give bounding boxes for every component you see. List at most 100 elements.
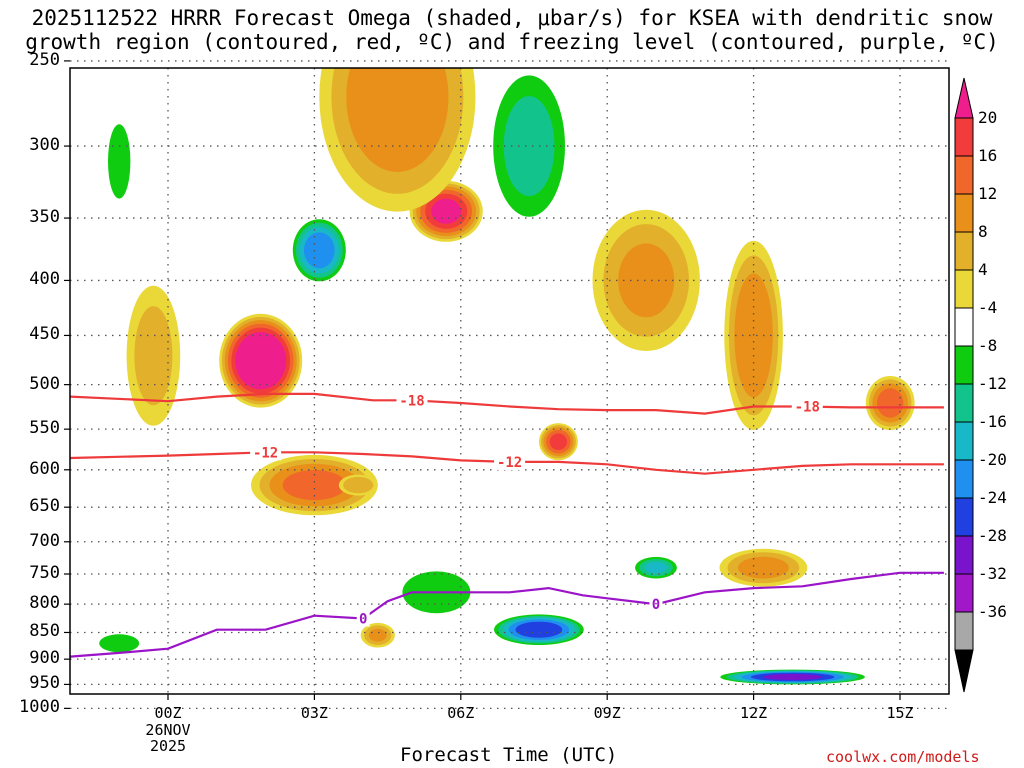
credit-link[interactable]: coolwx.com/models (826, 748, 980, 766)
colorbar-swatch-13 (954, 573, 974, 613)
ytick-label-500: 500 (29, 373, 60, 394)
omega-contour-level (235, 332, 287, 390)
omega-contour-level (99, 634, 140, 653)
series-line-0 (70, 392, 944, 415)
line-label-bg-0 (396, 392, 428, 409)
omega-feature-15 (592, 209, 700, 351)
omega-feature-5 (292, 219, 346, 282)
xtick-label-00Z: 00Z (154, 704, 182, 722)
omega-feature-9 (538, 423, 578, 461)
omega-contour-level (343, 476, 374, 494)
ytick-label-550: 550 (29, 418, 60, 439)
line-label-0: -18 (399, 393, 424, 409)
colorbar-swatch-7 (954, 345, 974, 385)
line-label-bg-5 (649, 596, 663, 613)
omega-contour-level (503, 96, 555, 197)
omega-feature-10 (494, 614, 584, 645)
line-label-4: 0 (359, 612, 367, 628)
colorbar-arrow-bottom (954, 649, 974, 693)
colorbar-label-12: -32 (978, 564, 1007, 583)
omega-feature-3 (251, 454, 378, 516)
omega-contour-level (346, 68, 449, 172)
colorbar-swatch-8 (954, 383, 974, 423)
omega-contour-level (645, 562, 667, 574)
colorbar-swatch-14 (954, 611, 974, 651)
omega-contour-level (134, 306, 173, 406)
colorbar-label-7: -12 (978, 374, 1007, 393)
colorbar-swatch-6 (954, 307, 974, 347)
xtick-label-15Z: 15Z (886, 704, 914, 722)
xtick-label-09Z: 09Z (593, 704, 621, 722)
series-line-1 (70, 451, 944, 475)
colorbar-swatch-1 (954, 117, 974, 157)
omega-contour-level (282, 470, 347, 501)
colorbar-swatch-10 (954, 459, 974, 499)
omega-feature-4 (338, 474, 378, 496)
ytick-label-950: 950 (29, 673, 60, 694)
chart-title-line1: 2025112522 HRRR Forecast Omega (shaded, … (31, 6, 993, 30)
ytick-label-600: 600 (29, 458, 60, 479)
colorbar-swatch-9 (954, 421, 974, 461)
ytick-label-300: 300 (29, 135, 60, 156)
date-label-day: 26NOV (145, 721, 191, 739)
colorbar-label-13: -36 (978, 602, 1007, 621)
colorbar-label-8: -16 (978, 412, 1007, 431)
ytick-label-700: 700 (29, 530, 60, 551)
colorbar-label-5: -4 (978, 298, 998, 317)
ytick-label-900: 900 (29, 648, 60, 669)
ytick-label-1000: 1000 (19, 697, 60, 718)
date-label: 26NOV 2025 (136, 722, 200, 754)
colorbar-label-3: 8 (978, 222, 988, 241)
colorbar-label-11: -28 (978, 526, 1007, 545)
omega-feature-7 (319, 68, 476, 212)
chart-title-line2: growth region (contoured, red, ºC) and f… (25, 30, 999, 54)
omega-contour-level (738, 556, 789, 579)
colorbar-swatch-2 (954, 155, 974, 195)
line-label-1: -18 (795, 400, 820, 416)
omega-feature-2 (219, 313, 303, 408)
colorbar-swatch-3 (954, 193, 974, 233)
omega-feature-13 (635, 556, 677, 579)
ytick-label-650: 650 (29, 496, 60, 517)
omega-contour-level (108, 124, 131, 199)
omega-contour-level (618, 243, 675, 318)
omega-feature-17 (865, 376, 915, 430)
omega-contour-level (431, 198, 462, 224)
ytick-label-850: 850 (29, 621, 60, 642)
ytick-label-750: 750 (29, 563, 60, 583)
omega-feature-14 (720, 669, 865, 685)
ytick-label-350: 350 (29, 207, 60, 228)
omega-feature-1 (126, 285, 181, 426)
x-axis-title: Forecast Time (UTC) (400, 744, 618, 766)
colorbar-swatch-11 (954, 497, 974, 537)
line-label-bg-1 (791, 398, 823, 415)
line-label-bg-4 (356, 610, 370, 627)
line-label-5: 0 (652, 597, 660, 613)
line-label-bg-2 (250, 444, 282, 461)
ytick-label-400: 400 (29, 269, 60, 290)
plot-frame (69, 67, 950, 695)
omega-feature-12 (360, 622, 395, 648)
colorbar-label-6: -8 (978, 336, 998, 355)
colorbar-label-1: 16 (978, 146, 998, 165)
omega-contour-level (549, 433, 568, 451)
omega-feature-18 (719, 548, 808, 587)
colorbar-label-2: 12 (978, 184, 998, 203)
ytick-label-250: 250 (29, 49, 60, 70)
date-label-year: 2025 (149, 737, 187, 755)
omega-feature-8 (493, 75, 565, 217)
omega-contour-level (368, 628, 387, 642)
omega-contour-level (763, 674, 823, 680)
line-label-2: -12 (253, 445, 278, 461)
omega-feature-0 (108, 124, 131, 199)
colorbar-label-0: 20 (978, 108, 998, 127)
line-label-bg-3 (494, 453, 526, 470)
chart-title: 2025112522 HRRR Forecast Omega (shaded, … (0, 6, 1024, 54)
colorbar-swatch-4 (954, 231, 974, 271)
colorbar-label-9: -20 (978, 450, 1007, 469)
series-line-2 (70, 571, 944, 658)
omega-feature-20 (99, 634, 140, 653)
colorbar-arrow-top (954, 77, 974, 119)
omega-contour-level (877, 388, 904, 418)
